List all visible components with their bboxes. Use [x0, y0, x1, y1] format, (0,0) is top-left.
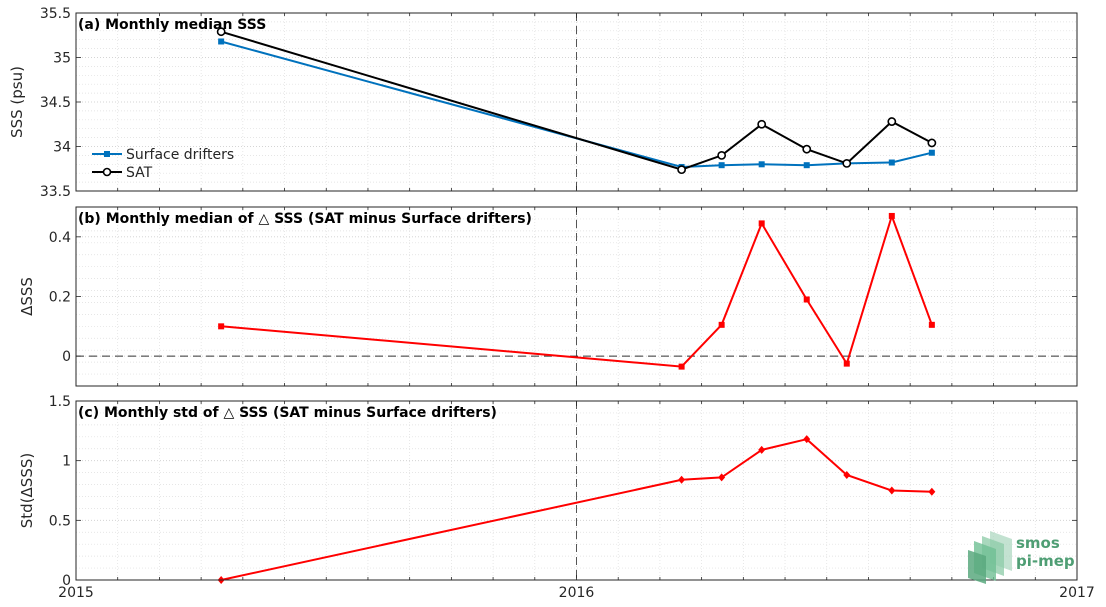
- logo-text-smos: smos: [1016, 534, 1060, 552]
- y-tick-label: 0: [62, 573, 71, 589]
- data-point: [803, 296, 810, 303]
- legend: Surface drifters SAT: [92, 147, 234, 181]
- y-tick-label: 1: [62, 454, 71, 470]
- y-axis-label: Std(ΔSSS): [18, 453, 36, 528]
- panel-title: (a) Monthly median SSS: [78, 17, 266, 33]
- data-point: [928, 149, 935, 156]
- data-point: [928, 487, 936, 496]
- y-tick-label: 0.4: [49, 230, 71, 246]
- panel-c: 0 0.5 1 1.5 Std(ΔSSS) (c) Monthly std of △ SS…: [18, 394, 1078, 589]
- y-tick-label: 0.2: [49, 290, 71, 306]
- y-tick-label: 35.5: [40, 6, 71, 22]
- data-point: [678, 475, 686, 484]
- y-axis-label: ΔSSS: [18, 277, 36, 316]
- data-point: [718, 321, 725, 328]
- legend-swatch-sat-marker: [102, 167, 112, 177]
- data-point: [718, 473, 726, 482]
- data-point: [678, 363, 685, 370]
- logo-mark-icon: [968, 531, 1012, 584]
- panels: 33.5 34 34.5 35 35.5 SSS (psu) (a) Monthly med…: [8, 6, 1078, 589]
- series-line: [220, 438, 932, 581]
- data-point: [677, 165, 687, 175]
- panel-b: 0 0.2 0.4 ΔSSS (b) Monthly median of △ SSS (…: [18, 206, 1078, 387]
- data-point: [758, 220, 765, 227]
- panel-a: 33.5 34 34.5 35 35.5 SSS (psu) (a) Monthly med…: [8, 6, 1078, 200]
- x-tick-label: 2017: [1059, 585, 1095, 601]
- smos-pi-mep-logo: smos pi-mep: [968, 531, 1075, 584]
- y-tick-label: 0: [62, 349, 71, 365]
- data-point: [758, 445, 766, 454]
- y-tick-label: 34: [53, 140, 71, 156]
- data-point: [218, 323, 225, 330]
- data-point: [218, 38, 225, 45]
- data-point: [216, 27, 226, 37]
- series-sat: [216, 27, 937, 175]
- data-point: [842, 159, 852, 168]
- data-point: [888, 159, 895, 166]
- data-point: [803, 435, 811, 444]
- data-point: [888, 486, 896, 495]
- data-point: [803, 162, 810, 169]
- panel-title: (b) Monthly median of △ SSS (SAT minus S…: [78, 211, 532, 227]
- legend-label-sat: SAT: [126, 165, 153, 181]
- data-point: [928, 321, 935, 328]
- data-point: [843, 360, 850, 367]
- series-line: [220, 30, 933, 171]
- logo-text-pi-mep: pi-mep: [1016, 552, 1075, 570]
- y-tick-label: 1.5: [49, 394, 71, 410]
- data-point: [927, 138, 937, 148]
- x-tick-label: 2015: [58, 585, 94, 601]
- y-axis-label: SSS (psu): [8, 66, 26, 138]
- data-point: [758, 161, 765, 168]
- y-tick-label: 34.5: [40, 95, 71, 111]
- legend-label-surface-drifters: Surface drifters: [126, 147, 234, 163]
- data-point: [717, 150, 727, 160]
- series-line: [221, 212, 933, 368]
- y-tick-label: 0.5: [49, 513, 71, 529]
- data-point: [843, 470, 851, 479]
- legend-swatch-surface-drifters-marker: [104, 151, 110, 157]
- data-point: [802, 144, 812, 154]
- y-tick-label: 33.5: [40, 184, 71, 200]
- data-point: [757, 119, 767, 129]
- data-point: [887, 117, 897, 126]
- data-point: [718, 162, 725, 169]
- panel-title: (c) Monthly std of △ SSS (SAT minus Surf…: [78, 405, 497, 421]
- x-tick-label: 2016: [559, 585, 595, 601]
- series-series-1: [218, 212, 935, 370]
- y-tick-label: 35: [53, 51, 71, 67]
- x-axis-tick-labels: 2015 2016 2017: [58, 585, 1095, 601]
- series-series-1: [217, 435, 936, 584]
- data-point: [888, 212, 895, 219]
